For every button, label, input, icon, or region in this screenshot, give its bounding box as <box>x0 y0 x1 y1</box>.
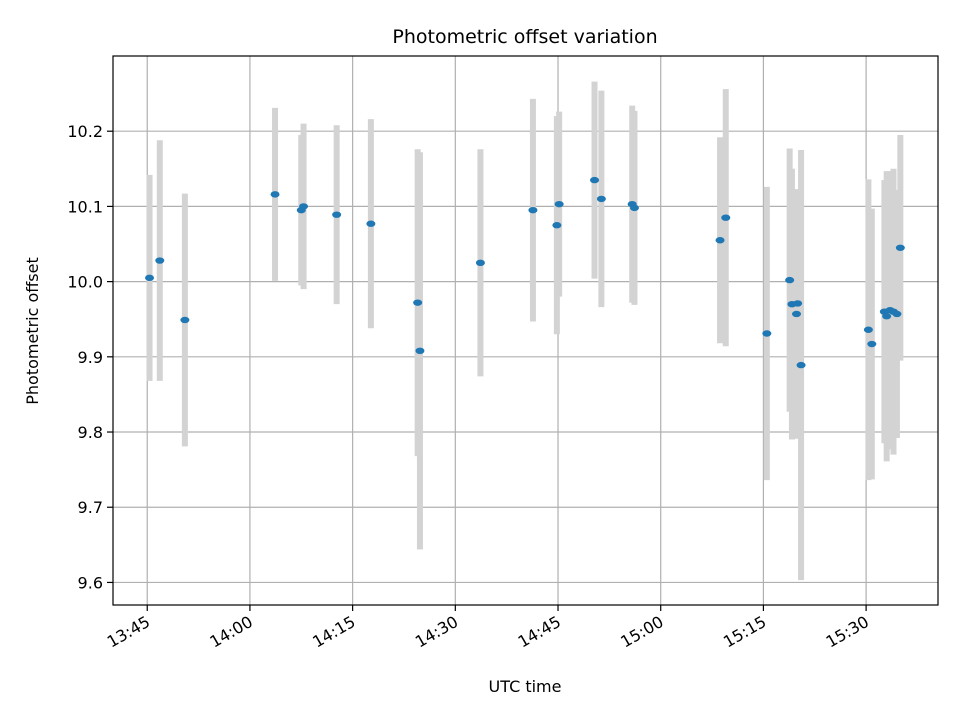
data-points <box>145 176 905 369</box>
data-point <box>299 203 309 210</box>
x-axis-label: UTC time <box>489 677 562 696</box>
data-point <box>554 200 564 208</box>
y-tick-label: 9.9 <box>78 348 103 367</box>
y-tick-label: 10.0 <box>67 273 103 292</box>
y-tick-labels: 9.6 9.7 9.8 9.9 10.0 10.1 10.2 <box>67 122 103 592</box>
data-point <box>715 237 725 244</box>
y-tick-label: 9.6 <box>78 573 103 592</box>
data-point <box>552 222 562 229</box>
data-point <box>762 330 772 337</box>
data-point <box>629 204 639 212</box>
data-point <box>528 206 538 214</box>
data-point <box>721 214 731 221</box>
data-point <box>155 257 165 264</box>
y-axis-label: Photometric offset <box>23 257 42 405</box>
data-point <box>475 259 485 267</box>
data-point <box>796 361 806 369</box>
data-point <box>332 211 342 218</box>
data-point <box>415 347 425 355</box>
data-point <box>792 310 802 318</box>
chart-title: Photometric offset variation <box>392 26 657 48</box>
data-point <box>180 316 190 324</box>
data-point <box>270 191 280 198</box>
y-tick-label: 10.1 <box>67 197 103 216</box>
data-point <box>145 274 155 282</box>
data-point <box>785 276 795 284</box>
data-point <box>867 340 877 348</box>
data-point <box>413 299 423 306</box>
y-tick-label: 10.2 <box>67 122 103 141</box>
data-point <box>596 195 606 203</box>
axis-ticks <box>107 130 867 611</box>
data-point <box>590 176 600 184</box>
data-point <box>882 313 892 320</box>
y-tick-label: 9.7 <box>78 498 103 517</box>
data-point <box>895 244 905 251</box>
data-point <box>793 300 803 307</box>
y-tick-label: 9.8 <box>78 423 103 442</box>
data-point <box>366 220 376 227</box>
data-point <box>892 310 902 318</box>
plot-frame <box>112 55 939 606</box>
data-point <box>863 326 873 333</box>
